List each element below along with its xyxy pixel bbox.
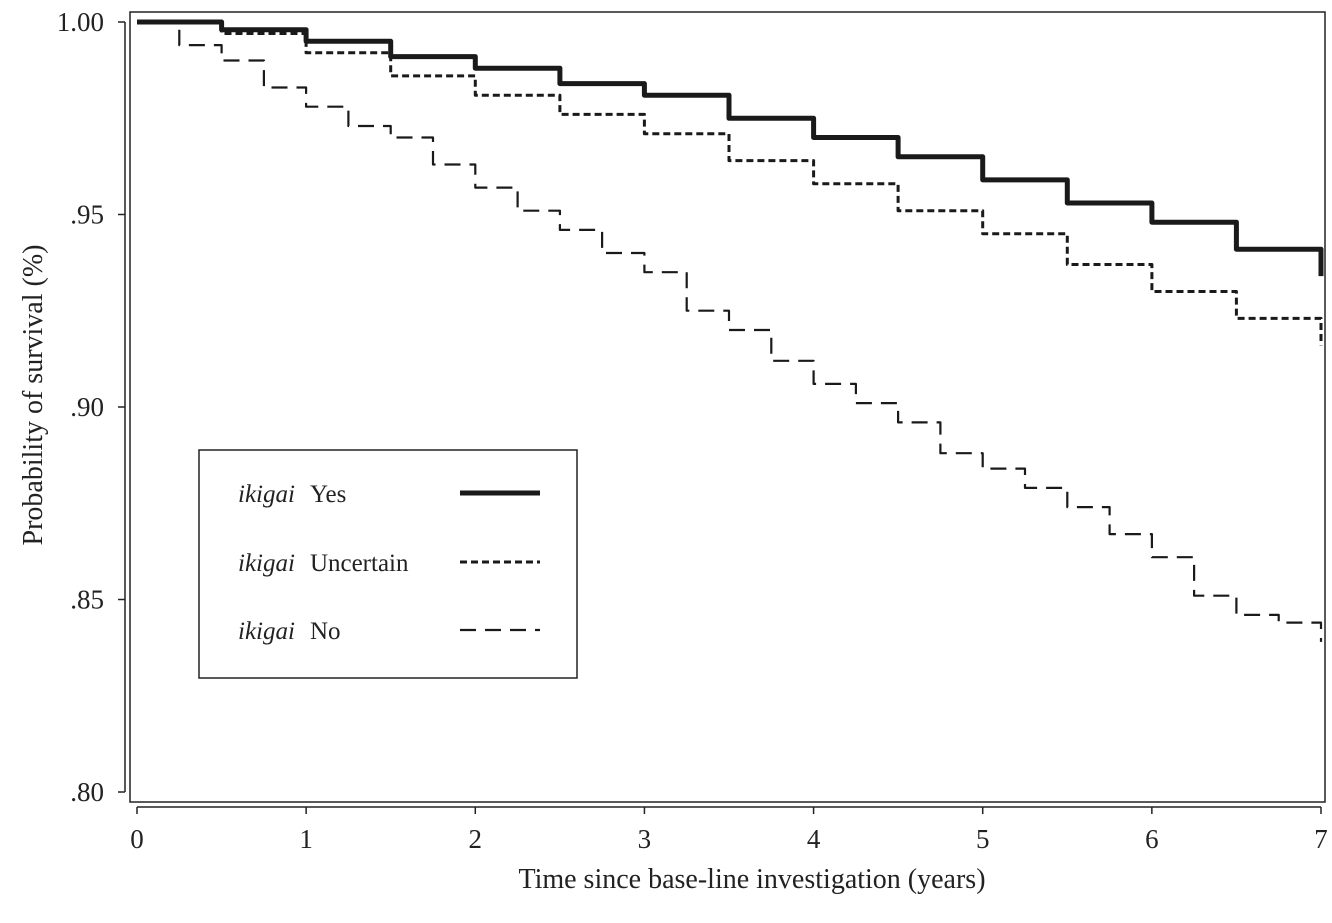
legend-label: ikigai Uncertain (238, 550, 409, 577)
x-tick-label: 1 (299, 824, 313, 854)
plot-frame (129, 11, 1326, 803)
legend-label: ikigai No (238, 618, 341, 645)
x-tick-label: 6 (1145, 824, 1159, 854)
y-axis: .80 .85 .90 .95 1.00 (57, 7, 126, 807)
y-tick-label: .85 (70, 585, 104, 615)
x-tick-label: 0 (130, 824, 144, 854)
legend-prefix: ikigai (238, 618, 295, 645)
legend-prefix: ikigai (238, 481, 295, 508)
series-line-uncertain (137, 20, 1323, 346)
series-layer (137, 19, 1324, 642)
legend-series-name: Uncertain (310, 550, 409, 577)
x-tick-label: 7 (1314, 824, 1328, 854)
legend-label: ikigai Yes (238, 481, 346, 508)
x-axis-title: Time since base-line investigation (year… (518, 864, 985, 895)
y-tick-label: .80 (70, 777, 104, 807)
y-axis-title: Probability of survival (%) (18, 245, 49, 546)
x-axis: 0 1 2 3 4 5 6 7 (130, 806, 1328, 854)
y-tick-label: .90 (70, 392, 104, 422)
y-tick-label: 1.00 (57, 7, 104, 37)
legend-series-name: Yes (310, 481, 346, 508)
y-tick-label: .95 (70, 200, 104, 230)
legend-box (198, 449, 578, 679)
legend-prefix: ikigai (238, 550, 295, 577)
x-tick-label: 4 (807, 824, 821, 854)
series-line-yes (137, 19, 1324, 277)
series-line-no (137, 20, 1323, 642)
x-tick-label: 3 (638, 824, 652, 854)
legend-series-name: No (310, 618, 341, 645)
x-tick-label: 2 (469, 824, 483, 854)
legend: ikigai Yes ikigai Uncertain ikigai No (198, 449, 578, 679)
x-tick-label: 5 (976, 824, 990, 854)
